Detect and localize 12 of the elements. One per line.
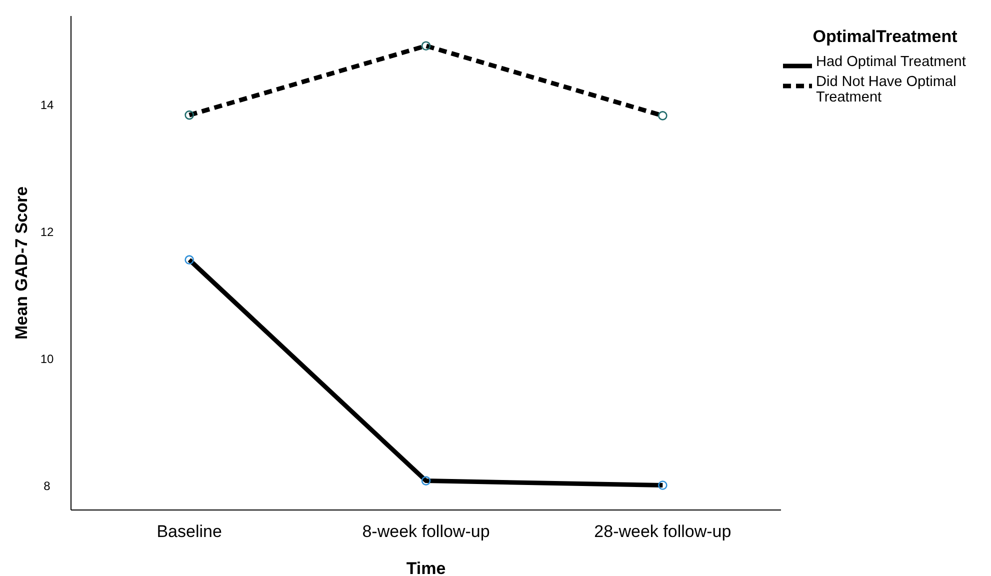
y-tick-label: 10 <box>40 352 54 366</box>
x-tick-label: 28-week follow-up <box>594 522 732 541</box>
y-tick-label: 8 <box>44 479 51 494</box>
legend-title: OptimalTreatment <box>812 27 958 46</box>
x-tick-label: Baseline <box>156 522 222 541</box>
x-axis-title: Time <box>406 559 446 576</box>
x-tick-label: 8-week follow-up <box>362 522 490 541</box>
legend-label: Had Optimal Treatment <box>816 54 966 70</box>
legend-label: Did Not Have Optimal Treatment <box>816 74 956 106</box>
y-tick-label: 12 <box>40 225 54 240</box>
y-tick-label: 14 <box>40 98 54 112</box>
y-axis-title: Mean GAD-7 Score <box>12 186 31 340</box>
